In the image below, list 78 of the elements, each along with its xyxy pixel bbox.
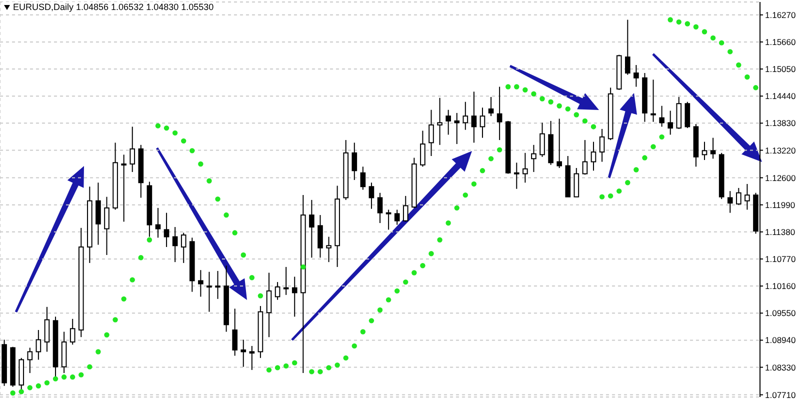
candlestick xyxy=(36,329,42,360)
candlestick xyxy=(240,339,246,368)
candlestick xyxy=(180,232,186,264)
y-tick-label: 1.09550 xyxy=(765,308,796,318)
candlestick xyxy=(599,128,605,162)
candlestick xyxy=(121,154,126,222)
candlestick xyxy=(574,167,580,198)
candlestick xyxy=(164,212,170,248)
candlestick xyxy=(368,182,374,210)
candlestick xyxy=(386,209,392,230)
y-tick-label: 1.14440 xyxy=(765,91,796,102)
candlestick xyxy=(249,345,255,370)
y-tick-label: 1.10160 xyxy=(765,281,796,292)
candlestick xyxy=(155,207,161,238)
candlestick xyxy=(668,110,674,136)
candlestick xyxy=(522,152,528,184)
candlestick xyxy=(283,266,289,296)
y-tick-label: 1.15050 xyxy=(765,64,796,74)
candlestick xyxy=(104,196,110,256)
candlestick xyxy=(96,182,101,246)
candlestick xyxy=(702,141,708,160)
candlestick xyxy=(394,209,400,226)
y-tick-label: 1.08330 xyxy=(765,362,796,372)
candlestick xyxy=(326,236,332,263)
candlestick xyxy=(232,308,238,356)
candlestick xyxy=(172,226,178,263)
candlestick xyxy=(488,96,494,117)
candlestick xyxy=(496,86,502,141)
y-tick-label: 1.13220 xyxy=(765,145,796,156)
y-tick-label: 1.16270 xyxy=(765,10,796,20)
candlestick xyxy=(556,118,562,168)
candlestick xyxy=(44,306,50,352)
candlestick xyxy=(590,141,596,172)
candlestick xyxy=(624,19,630,76)
candlestick xyxy=(650,79,656,122)
candlestick xyxy=(736,187,742,206)
y-tick-label: 1.11990 xyxy=(765,200,796,210)
y-tick-label: 1.10770 xyxy=(765,254,796,264)
candlestick xyxy=(318,214,323,258)
candlestick xyxy=(514,162,520,190)
candlestick xyxy=(454,112,460,145)
candlestick xyxy=(206,271,212,312)
candlestick xyxy=(437,97,442,146)
candlestick xyxy=(377,192,383,224)
y-tick-label: 1.12600 xyxy=(765,172,796,183)
candlestick xyxy=(531,144,536,172)
candlestick xyxy=(420,130,426,168)
y-tick-label: 1.13830 xyxy=(765,118,796,128)
candlestick xyxy=(198,270,204,298)
candlestick xyxy=(480,107,486,138)
candlestick xyxy=(744,183,750,210)
y-tick-label: 1.11380 xyxy=(765,226,796,237)
candlestick xyxy=(274,282,280,300)
chart-title: EURUSD,Daily 1.04856 1.06532 1.04830 1.05530 xyxy=(13,2,214,12)
candlestick xyxy=(727,190,733,214)
candlestick xyxy=(309,199,314,258)
candlestick xyxy=(130,126,136,172)
candlestick xyxy=(292,276,298,318)
candlestick xyxy=(70,318,76,346)
y-tick-label: 1.15660 xyxy=(765,36,796,47)
candlestick xyxy=(634,64,639,88)
candlestick xyxy=(684,101,690,129)
candlestick xyxy=(540,122,545,158)
candlestick xyxy=(360,166,366,190)
candlestick xyxy=(582,140,588,176)
candlestick xyxy=(471,91,477,144)
candlestick xyxy=(659,105,664,128)
candlestick xyxy=(710,137,716,160)
candlestick xyxy=(446,109,451,136)
y-tick-label: 1.07710 xyxy=(765,390,796,400)
candlestick xyxy=(428,109,434,157)
candlestick xyxy=(266,272,272,338)
candlestick xyxy=(27,347,33,374)
candlestick xyxy=(402,195,408,222)
candlestick xyxy=(352,142,358,180)
candlestick xyxy=(215,270,220,300)
candlestick xyxy=(462,101,468,130)
y-tick-label: 1.08940 xyxy=(765,335,796,346)
